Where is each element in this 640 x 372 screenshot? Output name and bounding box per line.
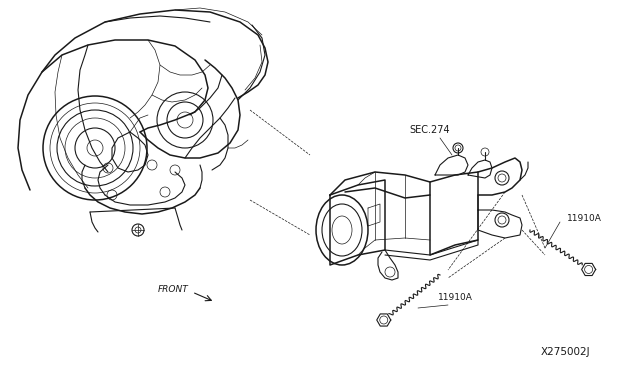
Text: X275002J: X275002J [540,347,590,357]
Text: 11910A: 11910A [438,294,472,302]
Text: FRONT: FRONT [157,285,188,295]
Text: 11910A: 11910A [567,214,602,222]
Text: SEC.274: SEC.274 [410,125,451,135]
